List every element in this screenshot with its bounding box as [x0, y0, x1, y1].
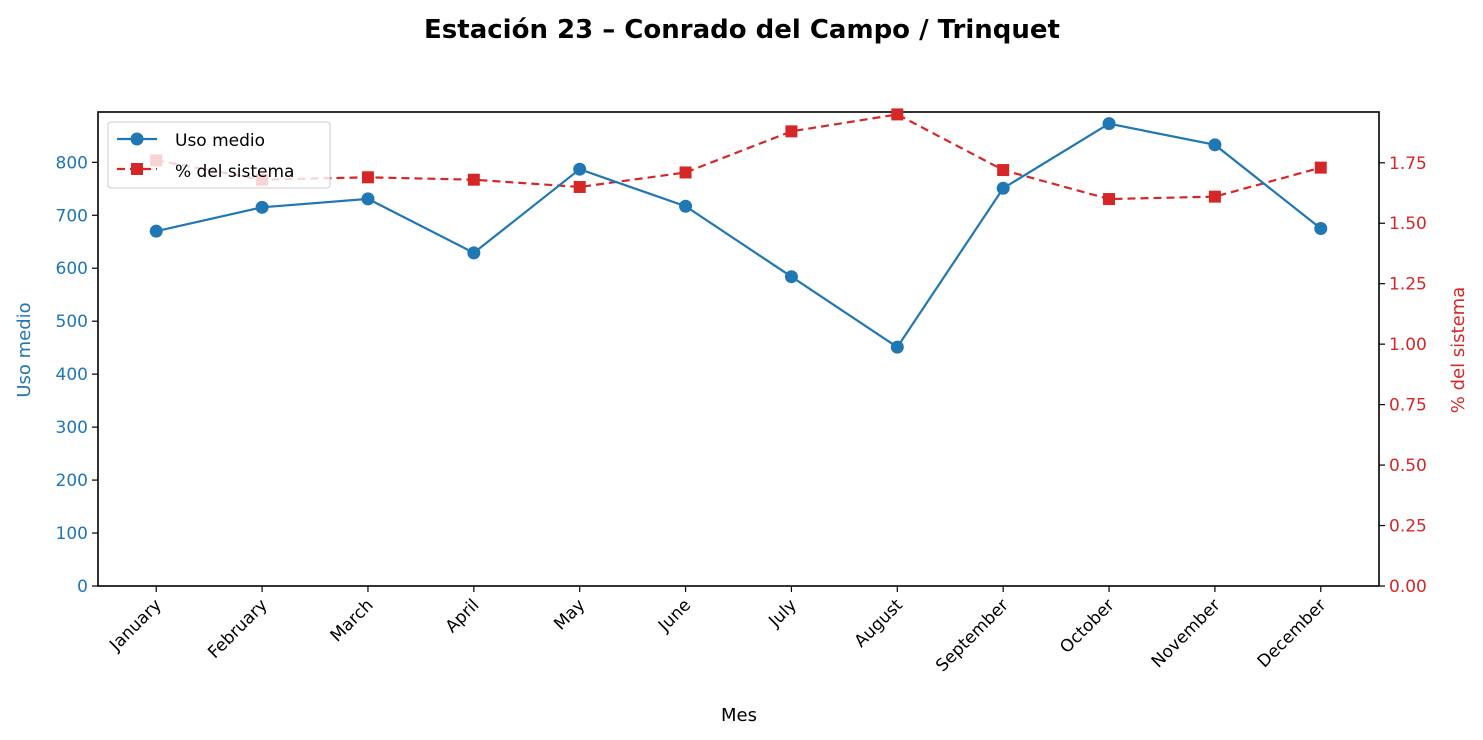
x-axis-label: Mes [721, 705, 757, 726]
point-pct-sistema [1208, 190, 1221, 203]
x-tick-label: July [764, 595, 800, 631]
point-uso-medio [361, 192, 375, 206]
point-pct-sistema [573, 180, 586, 193]
point-uso-medio [996, 181, 1010, 195]
x-tick-label: June [654, 595, 695, 636]
point-uso-medio [573, 162, 587, 176]
y-left-tick-label: 200 [56, 471, 88, 491]
chart-title: Estación 23 – Conrado del Campo / Trinqu… [424, 15, 1060, 45]
y-axis-left-label: Uso medio [14, 302, 35, 397]
x-tick-label: August [851, 595, 907, 651]
y-left-tick-label: 700 [56, 206, 88, 226]
y-left-tick-label: 400 [56, 365, 88, 385]
point-pct-sistema [679, 166, 692, 179]
x-tick-label: January [105, 595, 165, 655]
series-line-uso-medio [155, 122, 1322, 349]
series-line-pct-sistema [156, 113, 1322, 201]
y-left-tick-label: 100 [56, 524, 88, 544]
point-uso-medio [255, 200, 269, 214]
y-right-tick-label: 0.50 [1389, 456, 1427, 476]
point-uso-medio [890, 340, 904, 354]
y-right-tick-label: 0.25 [1389, 517, 1427, 537]
y-right-tick-label: 1.75 [1389, 154, 1427, 174]
plot-area: 0 100 200 300 400 500 600 700 800 0.00 0.25 0.50 0.7… [56, 108, 1427, 676]
x-tick-label: September [932, 595, 1013, 676]
y-right-tick-label: 0.00 [1389, 577, 1427, 597]
y-axis-right-label: % del sistema [1448, 287, 1469, 414]
point-pct-sistema [1103, 193, 1116, 206]
y-right-tick-label: 1.00 [1389, 335, 1427, 355]
x-tick-label: December [1254, 595, 1330, 671]
y-left-tick-label: 500 [56, 312, 88, 332]
point-pct-sistema [467, 173, 480, 186]
x-tick-label: February [204, 595, 271, 662]
y-left-tick-label: 800 [56, 153, 88, 173]
point-uso-medio [467, 246, 481, 260]
y-right-tick-label: 1.25 [1389, 275, 1427, 295]
x-tick-label: October [1056, 595, 1118, 657]
point-pct-sistema [997, 164, 1010, 177]
legend-marker-pct-sistema [131, 163, 143, 175]
point-pct-sistema [785, 125, 798, 138]
point-pct-sistema [1314, 161, 1327, 174]
x-tick-label: May [550, 595, 589, 634]
point-uso-medio [1314, 222, 1328, 236]
x-tick-label: November [1148, 595, 1225, 672]
legend-box [107, 121, 331, 189]
point-pct-sistema [361, 171, 374, 184]
plot-frame [97, 111, 1380, 587]
legend-label-uso-medio: Uso medio [175, 131, 265, 151]
point-uso-medio [784, 270, 798, 284]
y-left-tick-label: 600 [56, 259, 88, 279]
y-right-tick-label: 0.75 [1389, 396, 1427, 416]
point-uso-medio [1102, 117, 1116, 131]
point-pct-sistema [891, 108, 904, 121]
y-right-tick-label: 1.50 [1389, 214, 1427, 234]
x-tick-label: April [442, 595, 484, 637]
legend-marker-uso-medio [130, 132, 144, 146]
point-uso-medio [149, 224, 163, 238]
point-uso-medio [1208, 138, 1222, 152]
point-uso-medio [679, 199, 693, 213]
y-left-tick-label: 300 [56, 418, 88, 438]
y-left-tick-label: 0 [77, 577, 88, 597]
legend-label-pct-sistema: % del sistema [175, 162, 294, 182]
x-tick-label: March [327, 595, 378, 646]
